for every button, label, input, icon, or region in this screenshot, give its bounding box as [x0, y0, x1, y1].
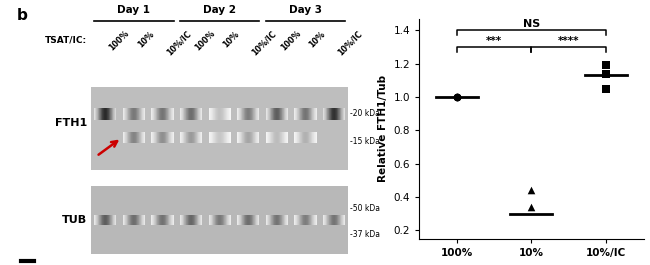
Text: 100%: 100%	[107, 29, 131, 53]
Text: 100%: 100%	[279, 29, 302, 53]
Text: ***: ***	[486, 36, 502, 46]
Point	[526, 188, 537, 192]
Text: 10%/IC: 10%/IC	[164, 29, 192, 57]
Text: -20 kDa: -20 kDa	[350, 109, 380, 118]
Point	[526, 205, 537, 209]
Text: 10%/IC: 10%/IC	[336, 29, 364, 57]
Text: -37 kDa: -37 kDa	[350, 230, 380, 239]
Point	[526, 245, 537, 249]
Text: Day 3: Day 3	[289, 5, 322, 15]
Text: Day 2: Day 2	[203, 5, 236, 15]
Bar	[91, 87, 348, 170]
Point	[451, 95, 462, 99]
Point	[601, 86, 611, 91]
Text: -15 kDa: -15 kDa	[350, 137, 380, 146]
Text: 100%: 100%	[193, 29, 216, 53]
Y-axis label: Relative FTH1/Tub: Relative FTH1/Tub	[378, 75, 388, 182]
Text: -50 kDa: -50 kDa	[350, 204, 380, 213]
Text: FTH1: FTH1	[55, 118, 87, 128]
Text: TUB: TUB	[62, 215, 87, 225]
Point	[601, 63, 611, 67]
Text: ****: ****	[558, 36, 580, 46]
Text: NS: NS	[523, 19, 540, 29]
Text: 10%/IC: 10%/IC	[250, 29, 278, 57]
Text: b: b	[17, 8, 28, 23]
Text: 10%: 10%	[222, 29, 241, 49]
Point	[451, 95, 462, 99]
Text: 10%: 10%	[136, 29, 155, 49]
Point	[451, 95, 462, 99]
Text: Day 1: Day 1	[118, 5, 150, 15]
Text: TSAT/IC:: TSAT/IC:	[45, 35, 87, 44]
Text: 10%: 10%	[307, 29, 327, 49]
Bar	[91, 186, 348, 254]
Point	[601, 72, 611, 76]
